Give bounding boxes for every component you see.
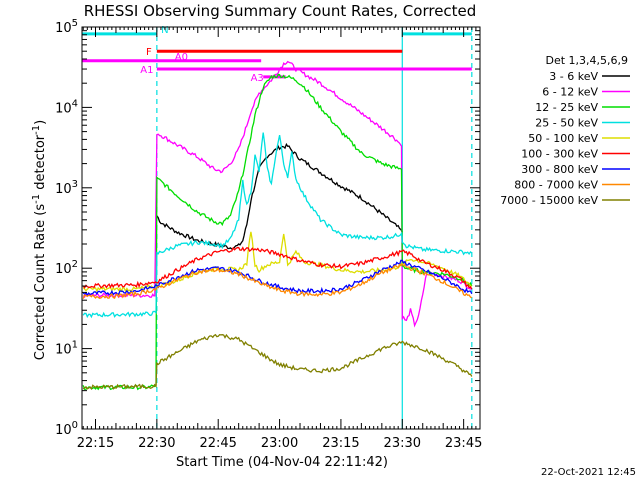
series-line-1 — [82, 60, 472, 328]
axes: 100 101 102 103 104 105 22:15 22:30 22:45 23:00 23… — [55, 18, 482, 451]
x-tick-label: 22:30 — [138, 436, 175, 451]
legend-label-5: 100 - 300 keV — [521, 148, 598, 161]
attenuator-bars: NF A0 A1 A3 — [82, 25, 472, 84]
x-axis-label: Start Time (04-Nov-04 22:11:42) — [176, 455, 388, 470]
y-tick-label: 101 — [55, 340, 78, 358]
y-tick-label: 105 — [55, 18, 78, 36]
state-label-a0: A0 — [175, 52, 188, 63]
x-tick-label: 23:15 — [322, 436, 359, 451]
legend-label-6: 300 - 800 keV — [521, 163, 598, 176]
legend-label-8: 7000 - 15000 keV — [500, 194, 598, 207]
series-line-6 — [82, 259, 473, 297]
plot-frame — [81, 26, 481, 430]
chart-title: RHESSI Observing Summary Count Rates, Co… — [84, 2, 477, 20]
y-tick-label: 100 — [55, 420, 78, 438]
series-line-4 — [82, 231, 472, 293]
y-tick-label: 103 — [55, 179, 78, 197]
series-group — [82, 60, 473, 391]
state-label-a3: A3 — [251, 73, 264, 84]
legend-label-1: 6 - 12 keV — [542, 86, 598, 99]
series-line-8 — [82, 333, 473, 391]
x-tick-label: 22:45 — [199, 436, 236, 451]
x-tick-label: 23:45 — [445, 436, 482, 451]
legend-label-3: 25 - 50 keV — [535, 117, 598, 130]
y-tick-label: 104 — [55, 98, 78, 116]
x-tick-label: 22:15 — [77, 436, 114, 451]
series-line-0 — [156, 142, 403, 250]
series-line-2 — [82, 73, 473, 391]
legend-title: Det 1,3,4,5,6,9 — [545, 54, 628, 67]
y-tick-label: 102 — [55, 259, 78, 277]
series-line-5 — [82, 246, 473, 290]
series-line-7 — [82, 263, 473, 300]
footer-timestamp: 22-Oct-2021 12:45 — [541, 467, 636, 478]
series-line-3 — [82, 132, 473, 319]
y-axis-label: Corrected Count Rate (s-1 detector-1) — [31, 120, 48, 360]
state-label-n: N — [161, 25, 168, 36]
legend-label-2: 12 - 25 keV — [535, 101, 598, 114]
legend-label-7: 800 - 7000 keV — [514, 179, 598, 192]
state-label-f: F — [146, 47, 152, 58]
legend-label-4: 50 - 100 keV — [528, 132, 598, 145]
legend-label-0: 3 - 6 keV — [549, 70, 598, 83]
x-tick-label: 23:00 — [261, 436, 298, 451]
x-tick-label: 23:30 — [384, 436, 421, 451]
legend: Det 1,3,4,5,6,9 3 - 6 keV 6 - 12 keV 12 - … — [500, 54, 630, 207]
state-label-a1: A1 — [140, 65, 153, 76]
